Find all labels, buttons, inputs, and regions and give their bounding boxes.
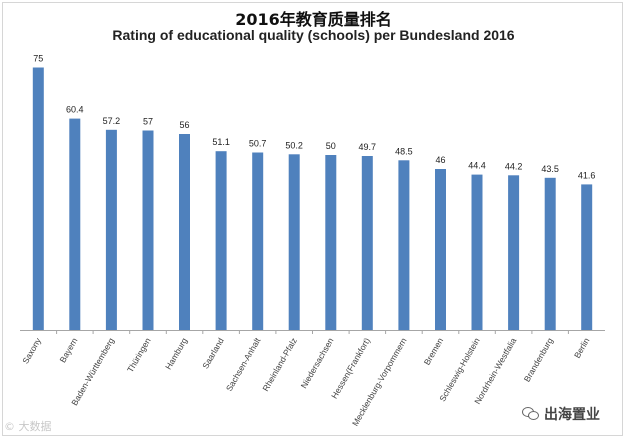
bar <box>288 154 300 330</box>
bar <box>544 177 556 331</box>
data-label: 44.2 <box>505 161 523 171</box>
bar <box>508 175 520 330</box>
category-label: Hamburg <box>163 336 189 372</box>
data-label: 50 <box>326 141 336 151</box>
chart-title-chinese: 2016年教育质量排名 <box>235 10 392 29</box>
watermark-right: 出海置业 <box>522 404 600 424</box>
wechat-icon <box>522 407 540 421</box>
watermark-left: © 大数据 <box>4 420 52 433</box>
category-label: Hessen(Frankfort) <box>329 336 372 400</box>
bar <box>361 156 373 330</box>
bar <box>142 130 154 330</box>
data-label: 50.2 <box>285 140 303 150</box>
bar <box>471 174 483 330</box>
data-label: 48.5 <box>395 146 413 156</box>
bar <box>179 134 190 330</box>
category-label: Bremen <box>422 336 446 367</box>
data-label: 56 <box>179 120 189 130</box>
bar <box>105 129 117 330</box>
category-label: Brandenburg <box>522 336 555 384</box>
data-label: 41.6 <box>578 170 596 180</box>
category-label: Schleswig-Holstein <box>437 336 482 403</box>
category-label: Bayern <box>57 336 79 365</box>
bar <box>69 118 81 330</box>
data-label: 57.2 <box>103 116 121 126</box>
category-label: Saxony <box>20 335 43 365</box>
bar <box>435 169 446 330</box>
data-label: 60.4 <box>66 105 84 115</box>
bar <box>325 155 337 330</box>
data-label: 44.4 <box>468 161 486 171</box>
category-label: Rheinland-Pfalz <box>260 336 299 393</box>
data-label: 51.1 <box>212 137 230 147</box>
category-label: Nordrhein-Westfalia <box>472 336 518 406</box>
data-label: 57 <box>143 117 153 127</box>
data-label: 49.7 <box>359 142 377 152</box>
category-label: Thüringen <box>125 336 153 374</box>
bar <box>32 67 44 330</box>
category-label: Niedersachsen <box>299 336 336 390</box>
bar <box>252 152 264 330</box>
category-label: Berlin <box>572 336 592 360</box>
data-label: 75 <box>33 54 43 64</box>
bar <box>581 184 593 330</box>
category-label: Sachsen-Anhalt <box>224 335 263 393</box>
data-label: 50.7 <box>249 139 267 149</box>
category-label: Saarland <box>200 336 226 371</box>
data-label: 46 <box>435 155 445 165</box>
watermark-right-label: 出海置业 <box>544 407 600 423</box>
chart-frame <box>2 2 623 436</box>
chart-title: Rating of educational quality (schools) … <box>112 27 515 43</box>
bar <box>215 151 227 330</box>
bar <box>398 160 410 331</box>
data-label: 43.5 <box>541 164 559 174</box>
